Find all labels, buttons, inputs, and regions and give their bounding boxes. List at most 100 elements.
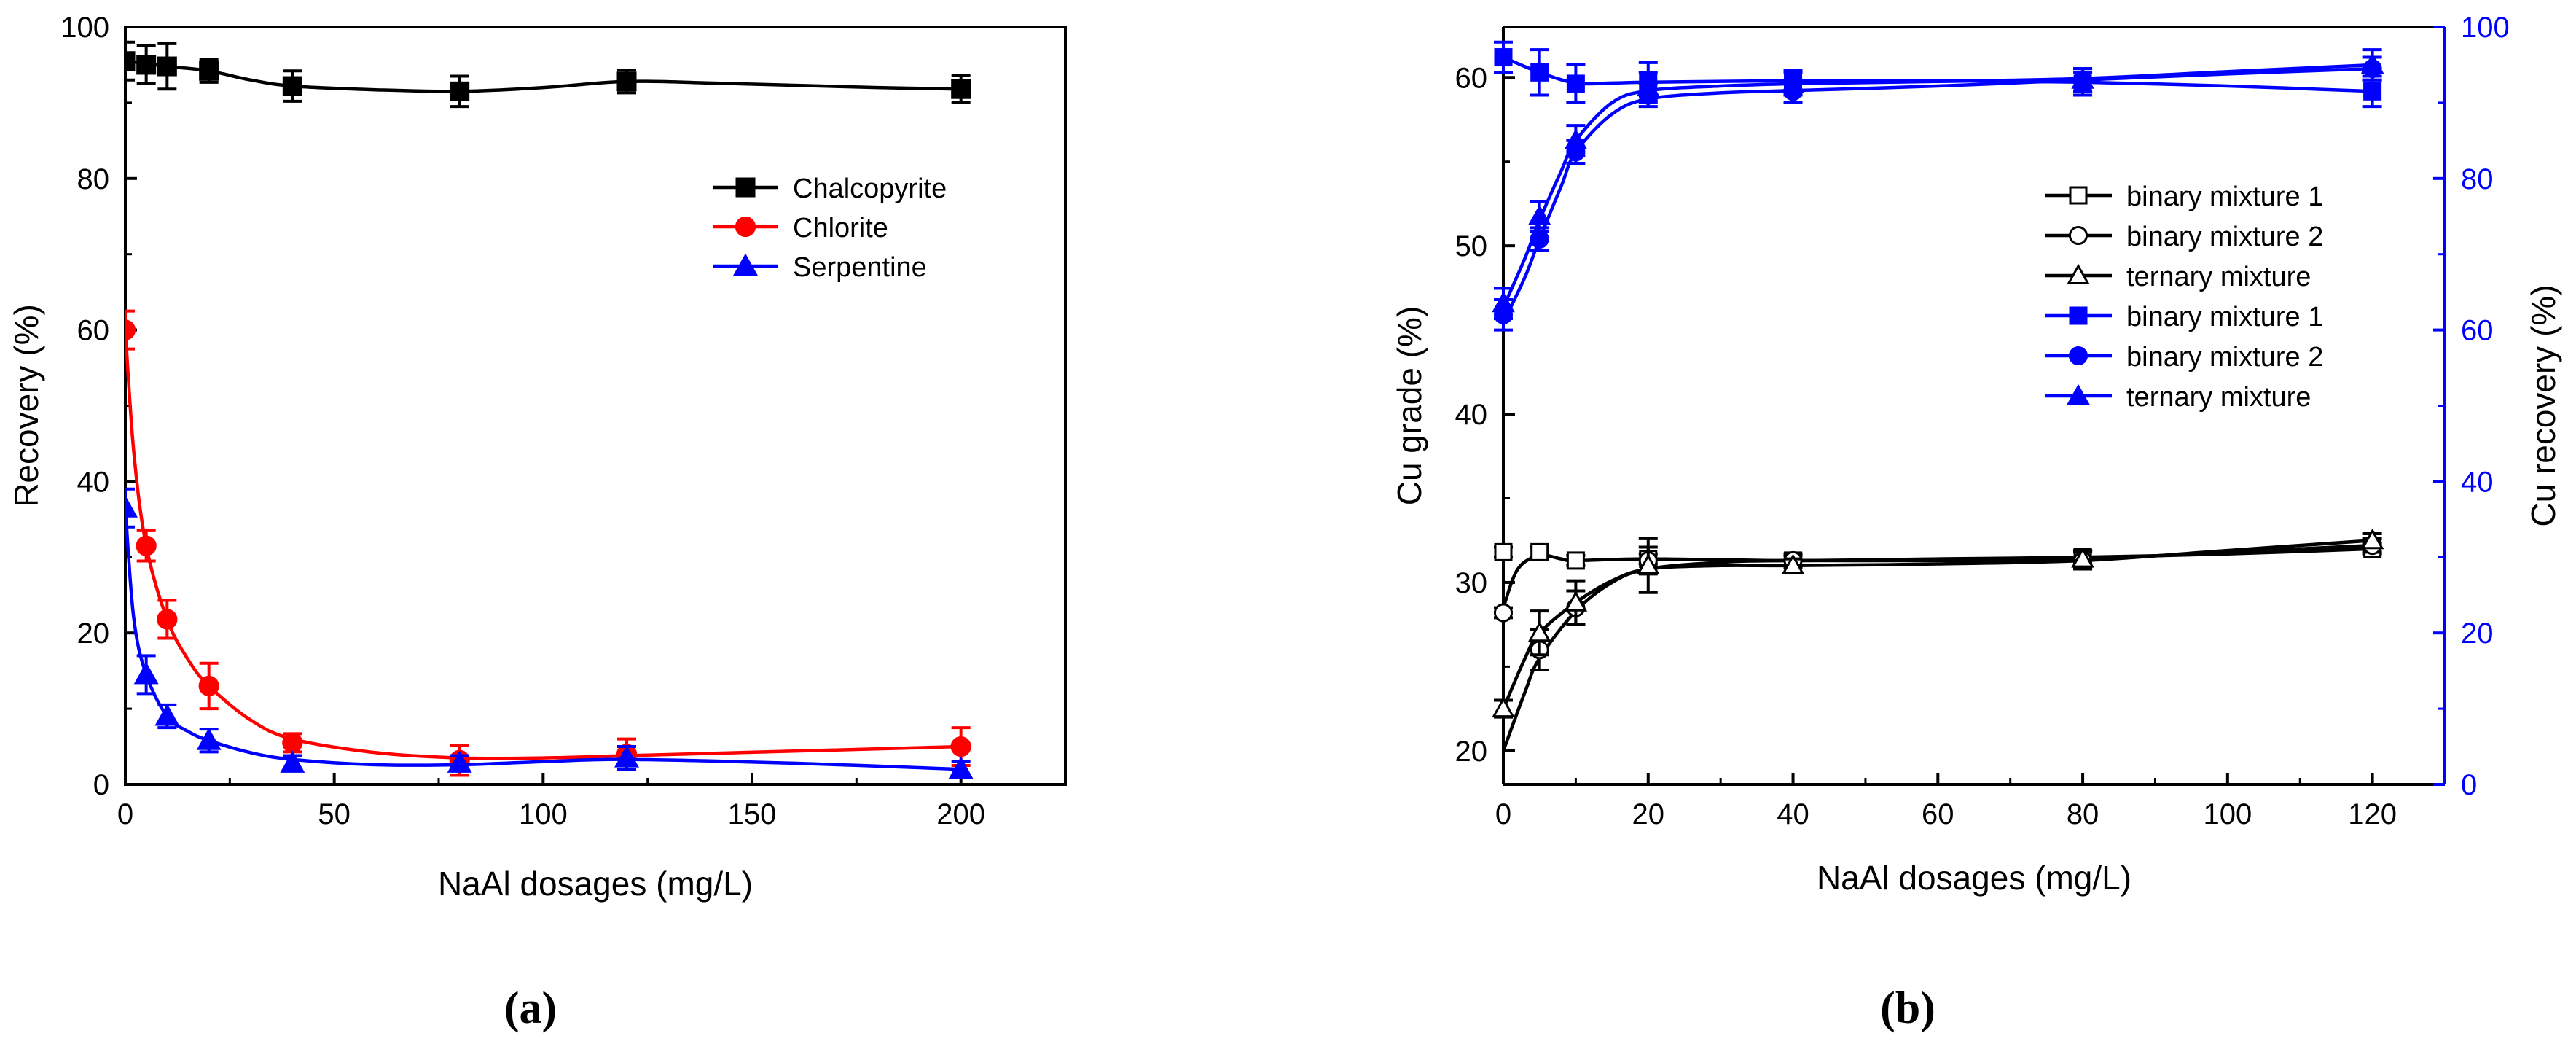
data-point [2363,82,2382,101]
legend-marker [735,216,756,238]
error-bar [125,487,135,529]
data-point [1493,603,1514,623]
y-right-tick-label: 0 [2461,769,2477,801]
data-point [1781,71,1805,93]
legend-label: Serpentine [793,252,927,283]
data-point [282,732,303,753]
legend: binary mixture 1 binary mixture 2 ternary … [2045,182,2323,413]
legend-label: ternary mixture [2126,382,2311,413]
data-point [282,76,302,96]
x-tick-label: 100 [519,798,568,830]
legend-label: binary mixture 1 [2126,182,2323,212]
x-tick-label: 200 [936,798,985,830]
legend-entry: Chalcopyrite [713,174,947,204]
x-tick-label: 60 [1922,798,1954,830]
legend-label: Chlorite [793,213,888,243]
series-curve [125,330,961,760]
legend-marker [733,253,758,276]
series-curve [1501,543,2373,752]
series-curve [1501,538,2373,709]
x-tick-label: 40 [1777,798,1809,830]
panel-label: (a) [504,983,557,1033]
legend-entry: ternary mixture [2045,382,2311,413]
data-point [1566,551,1585,570]
series-chlorite [125,309,971,777]
series-curve [125,59,961,93]
x-tick-label: 80 [2067,798,2099,830]
data-point [614,745,639,768]
y-right-tick-label: 80 [2461,163,2494,195]
data-point [1530,542,1549,561]
plot-area [1492,40,2384,752]
x-tick-label: 120 [2348,798,2397,830]
legend-marker [2067,383,2090,405]
series-left-ternary-mixture [1492,528,2384,719]
error-bar [125,309,135,351]
legend-label: binary mixture 1 [2126,302,2323,332]
y-tick-label: 100 [60,12,109,44]
legend-entry: binary mixture 1 [2045,182,2323,212]
error-bar [125,40,135,82]
data-point [1494,48,1513,67]
data-point [133,661,159,685]
series-chalcopyrite [125,40,971,109]
data-point [2071,547,2094,568]
data-point [616,71,637,92]
x-tick-label: 100 [2203,798,2252,830]
y-tick-label: 30 [1455,567,1488,599]
y-tick-label: 0 [93,769,109,801]
legend: Chalcopyrite Chlorite Serpentine [713,174,947,283]
series-curve [125,507,961,771]
chart-panel-b: 0 20 40 60 80 100 1202030405060020406080100NaA… [1390,12,2562,1033]
y-tick-label: 40 [1455,399,1488,431]
data-point [157,56,177,77]
legend-marker [2069,306,2088,325]
legend-label: binary mixture 2 [2126,342,2323,373]
legend-entry: binary mixture 1 [2045,302,2323,332]
x-tick-label: 0 [117,798,133,830]
x-axis-label: NaAl dosages (mg/L) [438,865,753,903]
data-point [2360,52,2384,74]
data-point [196,728,222,750]
data-point [450,81,470,101]
legend-entry: Serpentine [713,252,927,283]
series-serpentine [125,487,974,779]
data-point [136,55,157,75]
legend-marker [2067,263,2090,285]
y-right-tick-label: 100 [2461,12,2510,44]
data-point [136,535,157,556]
data-point [125,319,136,340]
y-right-axis-label: Cu recovery (%) [2524,284,2562,526]
data-point [198,675,219,697]
data-point [447,750,472,773]
data-point [199,61,219,81]
legend-entry: binary mixture 2 [2045,342,2323,373]
legend-label: binary mixture 2 [2126,222,2323,252]
y-axis-label: Recovery (%) [7,304,45,507]
data-point [1564,128,1588,149]
legend-marker [2068,346,2088,366]
data-point [1492,291,1515,313]
data-point [157,609,178,630]
data-point [1492,696,1515,718]
legend-entry: binary mixture 2 [2045,222,2323,252]
y-tick-label: 20 [77,617,110,650]
data-point [280,750,305,773]
x-axis-label: NaAl dosages (mg/L) [1817,859,2131,897]
data-point [2071,68,2094,89]
series-curve [1501,63,2373,308]
x-tick-label: 50 [318,798,351,830]
legend-entry: ternary mixture [2045,262,2311,292]
legend-label: ternary mixture [2126,262,2311,292]
y-tick-label: 40 [77,466,110,498]
data-point [1527,620,1551,642]
y-right-tick-label: 40 [2461,466,2494,498]
plot-area [125,40,974,779]
series-right-ternary-mixture [1492,48,2384,321]
panel-label: (b) [1880,983,1935,1033]
data-point [1781,553,1805,574]
data-point [950,736,971,757]
data-point [1530,63,1549,82]
series-curve [1501,547,2373,609]
